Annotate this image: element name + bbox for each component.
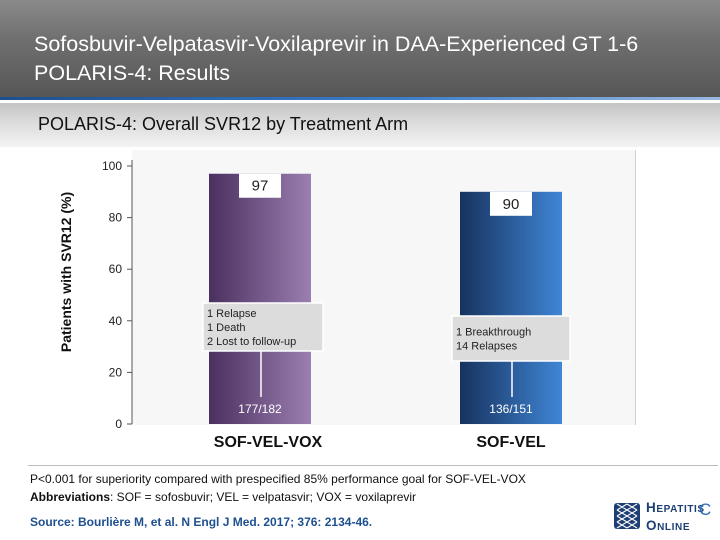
y-tick-label-20: 20 (109, 365, 123, 379)
subtitle-band (0, 103, 720, 147)
bar-count-label-1: 136/151 (489, 402, 533, 416)
y-tick-label-0: 0 (115, 417, 122, 431)
x-category-label-1: SOF-VEL (476, 434, 546, 451)
bar-sof-vel-vox (209, 173, 311, 424)
bar-value-label-0: 97 (252, 178, 269, 195)
slide-title-line1: Sofosbuvir-Velpatasvir-Voxilaprevir in D… (34, 32, 639, 56)
callout-line-1-0: 1 Breakthrough (456, 327, 531, 339)
y-tick-label-60: 60 (109, 262, 123, 276)
abbreviations-label: Abbreviations (30, 490, 111, 504)
bar-count-label-0: 177/182 (238, 402, 282, 416)
bar-value-box-0 (239, 173, 281, 198)
y-tick-label-40: 40 (109, 314, 123, 328)
callout-line-1-1: 14 Relapses (456, 341, 518, 353)
callout-line-0-0: 1 Relapse (207, 308, 257, 320)
bar-value-label-1: 90 (503, 196, 520, 213)
logo-c-letter: C (699, 500, 712, 519)
title-banner (0, 0, 720, 100)
y-tick-label-80: 80 (109, 211, 123, 225)
plot-right-border (635, 150, 636, 425)
slide-title-line2: POLARIS-4: Results (34, 61, 230, 85)
source-citation: Source: Bourlière M, et al. N Engl J Med… (30, 515, 373, 529)
callout-box-1 (451, 315, 571, 362)
footnote-abbreviations: Abbreviations: SOF = sofosbuvir; VEL = v… (30, 488, 526, 506)
x-category-label-0: SOF-VEL-VOX (214, 434, 323, 451)
chart-subtitle: POLARIS-4: Overall SVR12 by Treatment Ar… (38, 114, 409, 134)
callout-box-0 (202, 302, 324, 352)
y-tick-label-100: 100 (102, 159, 122, 173)
abbreviations-text: : SOF = sofosbuvir; VEL = velpatasvir; V… (110, 490, 417, 504)
logo-mesh-icon (614, 503, 640, 529)
bar-value-box-1 (490, 191, 532, 216)
footnote-pvalue: P<0.001 for superiority compared with pr… (30, 472, 526, 486)
hepatitis-c-online-logo: HEPATITIS ONLINE C (613, 500, 713, 536)
callout-line-0-1: 1 Death (207, 322, 246, 334)
bar-sof-vel (460, 191, 562, 424)
footnote: P<0.001 for superiority compared with pr… (30, 470, 526, 506)
callout-line-0-2: 2 Lost to follow-up (207, 336, 296, 348)
footer-divider (28, 465, 718, 466)
logo-wordmark: HEPATITIS ONLINE (646, 500, 705, 533)
slide-title: Sofosbuvir-Velpatasvir-Voxilaprevir in D… (34, 30, 704, 88)
